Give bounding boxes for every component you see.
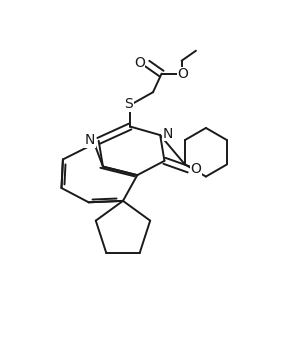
- Text: N: N: [162, 127, 173, 141]
- Text: O: O: [134, 56, 145, 70]
- Text: O: O: [190, 162, 201, 176]
- Text: O: O: [178, 68, 188, 82]
- Text: N: N: [85, 133, 95, 147]
- Text: S: S: [124, 97, 133, 111]
